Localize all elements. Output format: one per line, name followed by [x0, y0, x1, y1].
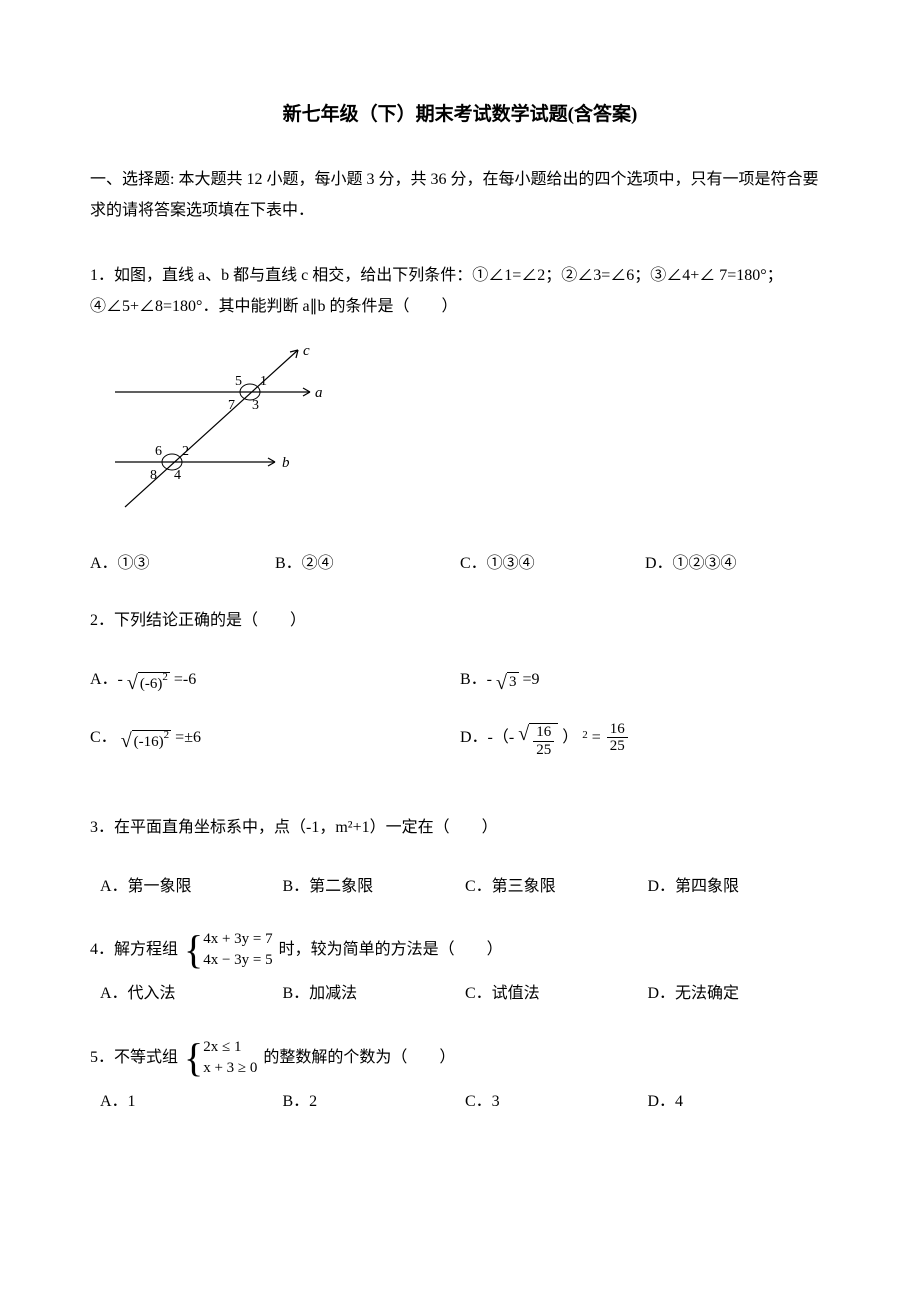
q4-option-a: A．代入法: [100, 981, 283, 1007]
q2-option-d: D．-（- √ 16 25 ） 2 = 16 25: [460, 720, 830, 755]
question-3: 3．在平面直角坐标系中，点（-1，m²+1）一定在（ ） A．第一象限 B．第二…: [90, 813, 830, 899]
q2d-mid: ）: [562, 725, 578, 751]
q1-diagram: c a b 5 1 7 3 6 2 8 4: [110, 342, 830, 521]
question-4: 4．解方程组 { 4x + 3y = 7 4x − 3y = 5 时，较为简单的…: [90, 929, 830, 1007]
q3-options: A．第一象限 B．第二象限 C．第三象限 D．第四象限: [90, 874, 830, 900]
q2c-post: =±6: [175, 725, 201, 751]
q2a-pre: A．-: [90, 667, 123, 693]
q2b-pre: B．-: [460, 667, 492, 693]
q4-sys-l1: 4x + 3y = 7: [203, 929, 272, 950]
q1-text: 1．如图，直线 a、b 都与直线 c 相交，给出下列条件：①∠1=∠2；②∠3=…: [90, 261, 830, 322]
q2b-post: =9: [523, 667, 540, 693]
q3-option-c: C．第三象限: [465, 874, 648, 900]
q2-text: 2．下列结论正确的是（ ）: [90, 606, 830, 636]
q5-sys-l2: x + 3 ≥ 0: [203, 1058, 257, 1079]
label-8: 8: [150, 468, 157, 483]
q4-option-c: C．试值法: [465, 981, 648, 1007]
q1-option-c: C．①③④: [460, 551, 645, 577]
q2-options: A．- √ (-6)2 =-6 B．- √ 3 =9 C． √ (-16)2 =…: [90, 667, 830, 784]
page-title: 新七年级（下）期末考试数学试题(含答案): [90, 100, 830, 130]
q4-sys-l2: 4x − 3y = 5: [203, 950, 272, 971]
sqrt-icon: √ 3: [496, 669, 518, 689]
question-2: 2．下列结论正确的是（ ） A．- √ (-6)2 =-6 B．- √ 3 =9…: [90, 606, 830, 783]
sqrt-icon: √ (-6)2: [127, 669, 170, 690]
label-4: 4: [174, 468, 181, 483]
section-intro: 一、选择题: 本大题共 12 小题，每小题 3 分，共 36 分，在每小题给出的…: [90, 165, 830, 226]
q5-options: A．1 B．2 C．3 D．4: [90, 1089, 830, 1115]
brace-icon: { 2x ≤ 1 x + 3 ≥ 0: [184, 1037, 257, 1079]
q5-option-c: C．3: [465, 1089, 648, 1115]
q2d-rden: 25: [607, 738, 628, 755]
q4-pre: 4．解方程组: [90, 937, 178, 963]
brace-icon: { 4x + 3y = 7 4x − 3y = 5: [184, 929, 273, 971]
q4-post: 时，较为简单的方法是（ ）: [279, 937, 503, 963]
label-c: c: [303, 343, 310, 359]
label-3: 3: [252, 398, 259, 413]
q2-option-a: A．- √ (-6)2 =-6: [90, 667, 460, 693]
q2a-sup: 2: [162, 671, 168, 683]
label-2: 2: [182, 444, 189, 459]
q4-text: 4．解方程组 { 4x + 3y = 7 4x − 3y = 5 时，较为简单的…: [90, 929, 830, 971]
q5-option-a: A．1: [100, 1089, 283, 1115]
label-b: b: [282, 455, 290, 471]
question-5: 5．不等式组 { 2x ≤ 1 x + 3 ≥ 0 的整数解的个数为（ ） A．…: [90, 1037, 830, 1115]
q1-options: A．①③ B．②④ C．①③④ D．①②③④: [90, 551, 830, 577]
q2d-den: 25: [533, 742, 554, 759]
q5-sys-l1: 2x ≤ 1: [203, 1037, 257, 1058]
q3-text: 3．在平面直角坐标系中，点（-1，m²+1）一定在（ ）: [90, 813, 830, 843]
fraction: 16 25: [607, 721, 628, 755]
label-a: a: [315, 385, 323, 401]
q3-option-b: B．第二象限: [283, 874, 466, 900]
q2-option-b: B．- √ 3 =9: [460, 667, 830, 693]
label-7: 7: [228, 398, 235, 413]
q4-options: A．代入法 B．加减法 C．试值法 D．无法确定: [90, 981, 830, 1007]
q2d-sup: 2: [582, 727, 588, 745]
q1-option-b: B．②④: [275, 551, 460, 577]
q2d-pre: D．-（-: [460, 725, 514, 751]
q2d-num: 16: [533, 724, 554, 742]
fraction: 16 25: [533, 724, 554, 758]
q2c-pre: C．: [90, 725, 117, 751]
sqrt-icon: √ (-16)2: [121, 727, 171, 748]
q2a-post: =-6: [174, 667, 196, 693]
q2-option-c: C． √ (-16)2 =±6: [90, 720, 460, 755]
q2a-inner: (-6): [140, 676, 163, 692]
label-6: 6: [155, 444, 162, 459]
q4-option-d: D．无法确定: [648, 981, 831, 1007]
q2d-rnum: 16: [607, 721, 628, 739]
q4-option-b: B．加减法: [283, 981, 466, 1007]
q5-pre: 5．不等式组: [90, 1045, 178, 1071]
q2d-eq: =: [592, 725, 601, 751]
label-5: 5: [235, 374, 242, 389]
q1-line1: 1．如图，直线 a、b 都与直线 c 相交，给出下列条件：①∠1=∠2；②∠3=…: [90, 267, 715, 284]
q1-option-d: D．①②③④: [645, 551, 830, 577]
question-1: 1．如图，直线 a、b 都与直线 c 相交，给出下列条件：①∠1=∠2；②∠3=…: [90, 261, 830, 576]
q2c-sup: 2: [164, 729, 170, 741]
q5-option-b: B．2: [283, 1089, 466, 1115]
q5-text: 5．不等式组 { 2x ≤ 1 x + 3 ≥ 0 的整数解的个数为（ ）: [90, 1037, 830, 1079]
sqrt-icon: √ 16 25: [518, 720, 558, 755]
q2b-inner: 3: [507, 672, 519, 691]
q3-option-a: A．第一象限: [100, 874, 283, 900]
q5-option-d: D．4: [648, 1089, 831, 1115]
q1-option-a: A．①③: [90, 551, 275, 577]
q5-post: 的整数解的个数为（ ）: [263, 1045, 455, 1071]
q2c-inner: (-16): [134, 734, 164, 750]
q3-option-d: D．第四象限: [648, 874, 831, 900]
label-1: 1: [260, 374, 267, 389]
